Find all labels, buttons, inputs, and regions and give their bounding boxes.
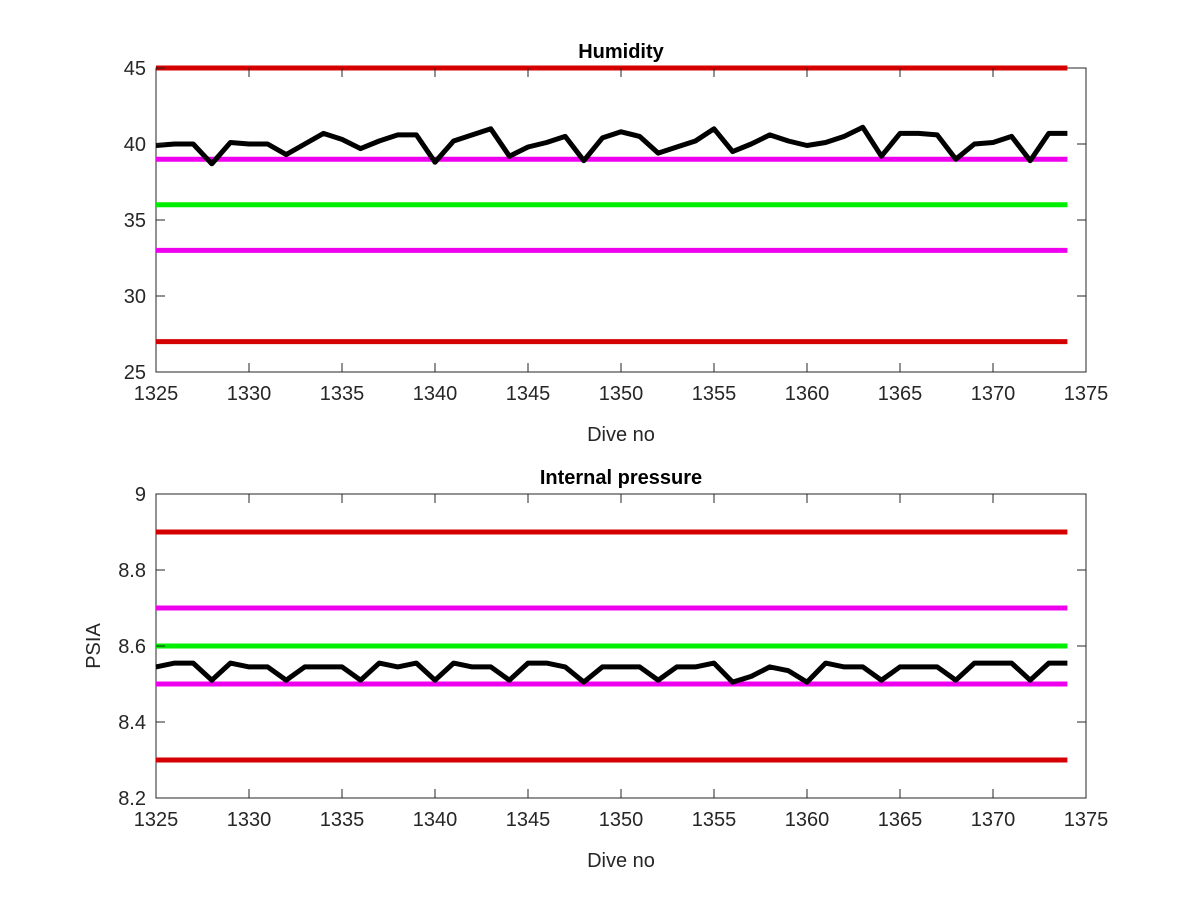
humidity-x-tick-label: 1350 (599, 383, 644, 405)
pressure-x-tick-label: 1360 (785, 809, 830, 831)
pressure-x-tick-label: 1350 (599, 809, 644, 831)
humidity-x-ticks: 1325 1330 1335 1340 1345 1350 1355 1360 1365 1370… (134, 68, 1109, 405)
humidity-y-tick-label: 35 (124, 210, 146, 232)
pressure-x-axis-label: Dive no (587, 850, 655, 872)
humidity-y-ticks: 25 30 35 40 45 (124, 58, 1086, 384)
pressure-y-tick-label: 9 (135, 484, 146, 506)
pressure-x-tick-label: 1370 (971, 809, 1016, 831)
humidity-x-tick-label: 1340 (413, 383, 458, 405)
humidity-x-tick-label: 1360 (785, 383, 830, 405)
humidity-x-tick-label: 1375 (1064, 383, 1109, 405)
humidity-series (155, 124, 1068, 167)
pressure-x-tick-label: 1345 (506, 809, 551, 831)
humidity-plot-area (155, 67, 1087, 373)
humidity-y-tick-label: 40 (124, 134, 146, 156)
pressure-x-tick-label: 1365 (878, 809, 923, 831)
humidity-x-tick-label: 1345 (506, 383, 551, 405)
humidity-y-tick-label: 25 (124, 362, 146, 384)
pressure-x-tick-label: 1330 (227, 809, 272, 831)
pressure-reference-lines (156, 529, 1068, 763)
humidity-x-axis-label: Dive no (587, 424, 655, 446)
humidity-title: Humidity (578, 41, 664, 63)
pressure-series (155, 660, 1068, 685)
pressure-y-tick-label: 8.6 (118, 636, 146, 658)
pressure-title: Internal pressure (540, 467, 702, 489)
humidity-panel: 1325 1330 1335 1340 1345 1350 1355 1360 1365 1370… (124, 41, 1109, 446)
humidity-y-tick-label: 30 (124, 286, 146, 308)
humidity-x-tick-label: 1370 (971, 383, 1016, 405)
humidity-y-tick-label: 45 (124, 58, 146, 80)
pressure-y-tick-label: 8.8 (118, 560, 146, 582)
pressure-panel: 1325 1330 1335 1340 1345 1350 1355 1360 1365 1370… (83, 467, 1108, 872)
humidity-reference-lines (156, 65, 1068, 345)
humidity-series-line-0 (155, 124, 1068, 167)
pressure-x-tick-label: 1375 (1064, 809, 1109, 831)
pressure-x-tick-label: 1335 (320, 809, 365, 831)
pressure-x-ticks: 1325 1330 1335 1340 1345 1350 1355 1360 1365 1370… (134, 494, 1109, 831)
pressure-y-ticks: 8.2 8.4 8.6 8.8 9 (118, 484, 1086, 810)
pressure-x-tick-label: 1325 (134, 809, 179, 831)
pressure-series-line-0 (155, 660, 1068, 685)
humidity-x-tick-label: 1365 (878, 383, 923, 405)
pressure-y-tick-label: 8.2 (118, 788, 146, 810)
pressure-y-tick-label: 8.4 (118, 712, 146, 734)
pressure-x-tick-label: 1355 (692, 809, 737, 831)
pressure-y-axis-label: PSIA (83, 623, 105, 669)
humidity-x-tick-label: 1355 (692, 383, 737, 405)
humidity-x-tick-label: 1330 (227, 383, 272, 405)
pressure-x-tick-label: 1340 (413, 809, 458, 831)
humidity-x-tick-label: 1335 (320, 383, 365, 405)
humidity-x-tick-label: 1325 (134, 383, 179, 405)
